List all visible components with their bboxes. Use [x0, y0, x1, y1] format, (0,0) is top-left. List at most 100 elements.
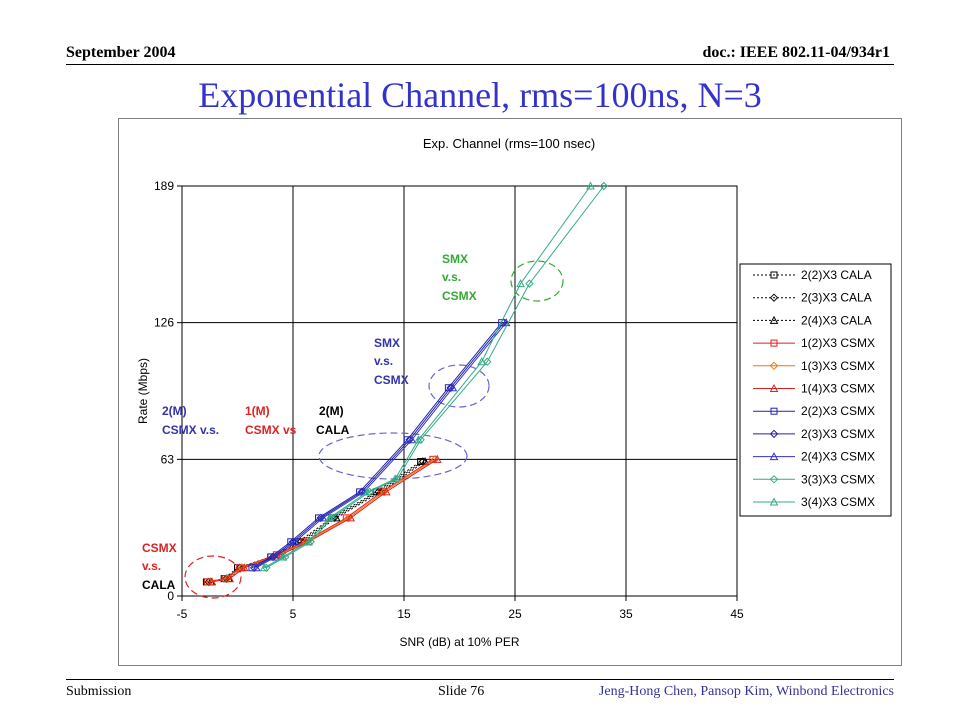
header-date: September 2004 — [66, 44, 176, 61]
chart-container: Exp. Channel (rms=100 nsec) 0 63 126 189 -5 5… — [118, 118, 902, 666]
slide-title: Exponential Channel, rms=100ns, N=3 — [198, 75, 762, 115]
chart-legend: 2(2)X3 CALA 2(3)X3 CALA 2(4)X3 CALA 1(2)X3 … — [739, 263, 892, 517]
header-divider — [66, 64, 894, 65]
x-tick-label: 45 — [730, 607, 744, 621]
plot-area-border — [181, 185, 738, 597]
legend-label: 1(3)X3 CSMX — [801, 359, 875, 373]
data-point-diamond — [483, 357, 492, 366]
data-point-square — [770, 407, 778, 415]
data-point-triangle — [325, 513, 334, 522]
data-point-triangle — [501, 318, 511, 327]
series-8 — [252, 318, 511, 572]
data-point-triangle — [448, 383, 458, 392]
legend-label: 1(2)X3 CSMX — [801, 336, 875, 350]
data-point-triangle — [259, 563, 269, 572]
y-tick-label: 189 — [154, 179, 174, 193]
annotation-smx-csmx-green: SMX v.s. CSMX — [442, 252, 477, 303]
annotation-csmx-vs-cala: CSMX v.s. CALA — [142, 541, 180, 592]
data-point-triangle — [363, 487, 372, 496]
series-9 — [262, 181, 609, 573]
footer-submission: Submission — [66, 684, 132, 699]
data-point-triangle — [586, 181, 595, 190]
x-tick-label: 25 — [508, 607, 522, 621]
y-axis-label: Rate (Mbps) — [136, 358, 150, 424]
y-tick-label: 126 — [154, 316, 174, 330]
y-tick-label: 63 — [161, 452, 175, 466]
data-point-diamond — [288, 537, 298, 546]
series-line — [253, 322, 505, 569]
data-point-triangle — [304, 537, 313, 546]
series-line — [256, 322, 507, 569]
data-point-triangle — [390, 474, 400, 483]
chart-svg: Exp. Channel (rms=100 nsec) 0 63 126 189 -5 5… — [136, 136, 892, 649]
grid-layer — [181, 185, 738, 597]
legend-label: 1(4)X3 CSMX — [801, 382, 875, 396]
data-point-diamond — [769, 293, 779, 302]
legend-label: 2(2)X3 CSMX — [801, 404, 875, 418]
legend-label: 2(4)X3 CSMX — [801, 450, 875, 464]
legend-frame — [739, 263, 892, 517]
series-layer — [202, 181, 609, 587]
x-tick-label: 15 — [397, 607, 411, 621]
y-tick-label: 0 — [167, 589, 174, 603]
legend-label: 2(3)X3 CALA — [801, 291, 872, 305]
x-axis-label: SNR (dB) at 10% PER — [399, 635, 519, 649]
x-tick-label: -5 — [177, 607, 188, 621]
data-point-triangle — [278, 552, 288, 561]
legend-label: 2(3)X3 CSMX — [801, 427, 875, 441]
data-point-triangle — [270, 552, 280, 561]
data-point-square — [770, 339, 778, 347]
series-line — [207, 458, 434, 583]
highlight-ellipse-red — [184, 555, 242, 599]
data-point-triangle — [207, 577, 217, 586]
data-point-triangle — [225, 574, 235, 583]
data-point-triangle — [407, 435, 417, 444]
legend-label: 3(3)X3 CSMX — [801, 472, 875, 486]
data-point-diamond — [769, 475, 779, 484]
data-point-triangle — [477, 357, 487, 366]
series-line — [263, 185, 591, 569]
data-point-triangle — [318, 513, 328, 522]
annotation-1m-csmx-vs: 1(M) CSMX vs — [245, 404, 297, 437]
series-line — [209, 458, 436, 583]
annotation-smx-csmx-blue: SMX v.s. CSMX — [374, 336, 409, 387]
data-point-diamond — [344, 513, 353, 523]
data-point-triangle — [769, 497, 779, 506]
data-point-triangle — [516, 279, 525, 288]
data-point-diamond — [306, 537, 315, 546]
data-point-triangle — [290, 537, 300, 546]
series-line — [211, 458, 438, 583]
footer-slide-number: Slide 76 — [438, 684, 485, 699]
data-point-diamond — [316, 513, 325, 523]
data-point-triangle — [769, 452, 779, 461]
data-point-triangle — [346, 513, 356, 522]
highlight-ellipse-green — [510, 260, 564, 302]
x-tick-label: 5 — [290, 607, 297, 621]
legend-label: 3(4)X3 CSMX — [801, 495, 875, 509]
series-10 — [259, 181, 595, 572]
data-point-diamond — [769, 361, 779, 371]
data-point-triangle — [769, 315, 779, 324]
x-tick-label: 35 — [619, 607, 633, 621]
header-doc-id: doc.: IEEE 802.11-04/934r1 — [702, 44, 890, 61]
data-point-square — [770, 271, 778, 279]
series-line — [266, 185, 605, 569]
data-point-diamond — [525, 279, 534, 288]
annotation-2m-csmx-vs: 2(M) CSMX v.s. — [162, 404, 219, 437]
chart-title: Exp. Channel (rms=100 nsec) — [423, 136, 595, 151]
data-point-triangle — [381, 487, 391, 496]
legend-label: 2(2)X3 CALA — [801, 268, 872, 282]
data-point-triangle — [239, 563, 249, 572]
footer-authors: Jeng-Hong Chen, Pansop Kim, Winbond Elec… — [598, 684, 894, 699]
data-point-diamond — [599, 181, 609, 191]
annotation-layer: SMX v.s. CSMX SMX v.s. CSMX 2(M) CSMX v.… — [142, 252, 477, 592]
axis-layer: 0 63 126 189 -5 5 15 25 35 45 SNR (dB) at 10% PER R… — [136, 179, 744, 649]
data-point-triangle — [432, 454, 442, 463]
data-point-diamond — [769, 429, 779, 439]
legend-label: 2(4)X3 CALA — [801, 313, 872, 327]
annotation-2m-cala: 2(M) CALA — [316, 404, 350, 437]
highlight-ellipse-blue-upper — [428, 364, 490, 408]
data-point-triangle — [769, 383, 779, 392]
data-point-triangle — [414, 435, 423, 444]
data-point-triangle — [252, 563, 261, 572]
